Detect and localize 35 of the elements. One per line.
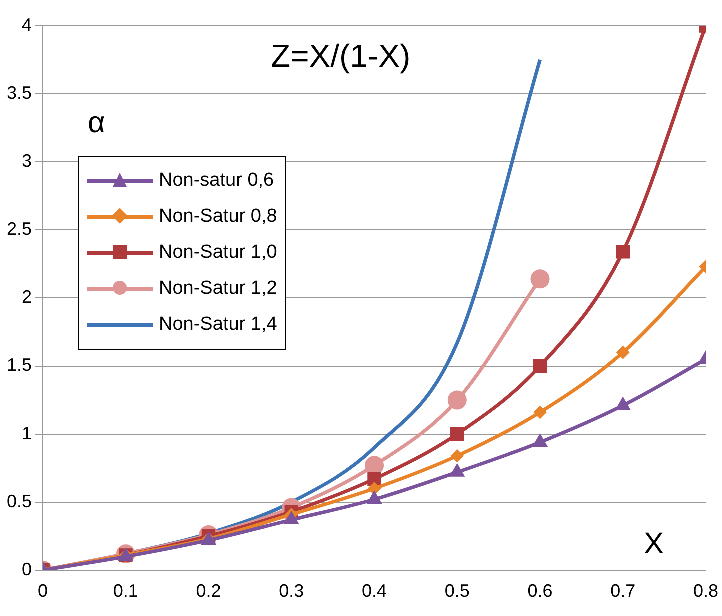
x-tick-label: 0 (38, 581, 48, 602)
y-tick-label: 3.5 (6, 83, 32, 104)
y-tick-label: 2 (22, 287, 32, 308)
annotation: Z=X/(1-X) (271, 38, 411, 74)
x-tick-label: 0.8 (693, 581, 719, 602)
y-tick-label: 1 (22, 423, 32, 444)
x-tick-label: 0.4 (362, 581, 388, 602)
y-tick-label: 0 (22, 559, 32, 580)
y-tick-label: 3 (22, 151, 32, 172)
legend-label: Non-satur 0,6 (159, 170, 274, 192)
point (533, 359, 548, 374)
x-tick-label: 0.1 (113, 581, 138, 602)
x-tick-label: 0.2 (196, 581, 222, 602)
y-tick-label: 4 (22, 14, 32, 35)
legend-label: Non-Satur 1,4 (159, 314, 278, 336)
x-tick-label: 0.6 (528, 581, 553, 602)
legend-label: Non-Satur 1,0 (159, 242, 278, 264)
legend-label: Non-Satur 1,2 (159, 278, 278, 300)
point (450, 427, 464, 442)
point (368, 472, 382, 486)
point (616, 245, 630, 259)
point (448, 390, 467, 410)
x-tick-label: 0.7 (610, 581, 636, 602)
y-tick-label: 1.5 (6, 355, 32, 376)
point (616, 346, 630, 360)
point (534, 406, 547, 420)
x-axis-title: X (644, 528, 664, 561)
point (530, 270, 550, 289)
x-tick-label: 0.3 (279, 581, 304, 602)
point (450, 450, 464, 463)
y-axis-title: α (88, 106, 106, 140)
y-tick-label: 0.5 (6, 491, 32, 512)
legend-label: Non-Satur 0,8 (159, 206, 278, 228)
x-tick-label: 0.5 (444, 581, 470, 602)
y-tick-label: 2.5 (6, 219, 32, 240)
